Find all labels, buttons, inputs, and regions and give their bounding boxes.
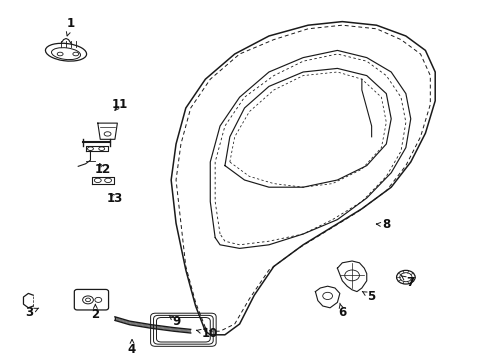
Text: 3: 3 [25,306,39,319]
Text: 8: 8 [376,219,389,231]
Text: 11: 11 [111,98,128,111]
Text: 12: 12 [94,163,111,176]
Text: 9: 9 [169,315,180,328]
Text: 13: 13 [106,192,123,204]
Text: 10: 10 [196,327,218,340]
Text: 5: 5 [362,291,375,303]
Text: 7: 7 [401,276,414,289]
Text: 2: 2 [91,305,99,321]
Text: 1: 1 [66,17,75,36]
Text: 4: 4 [128,339,136,356]
Text: 6: 6 [338,303,346,319]
